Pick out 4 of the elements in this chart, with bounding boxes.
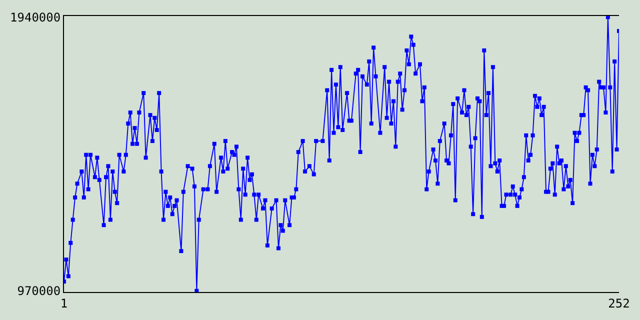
y-tick-label: 1940000 — [10, 10, 61, 24]
y-tick-label: 970000 — [17, 284, 61, 298]
x-tick-label: 1 — [60, 296, 68, 310]
x-tick-label: 252 — [608, 296, 630, 310]
